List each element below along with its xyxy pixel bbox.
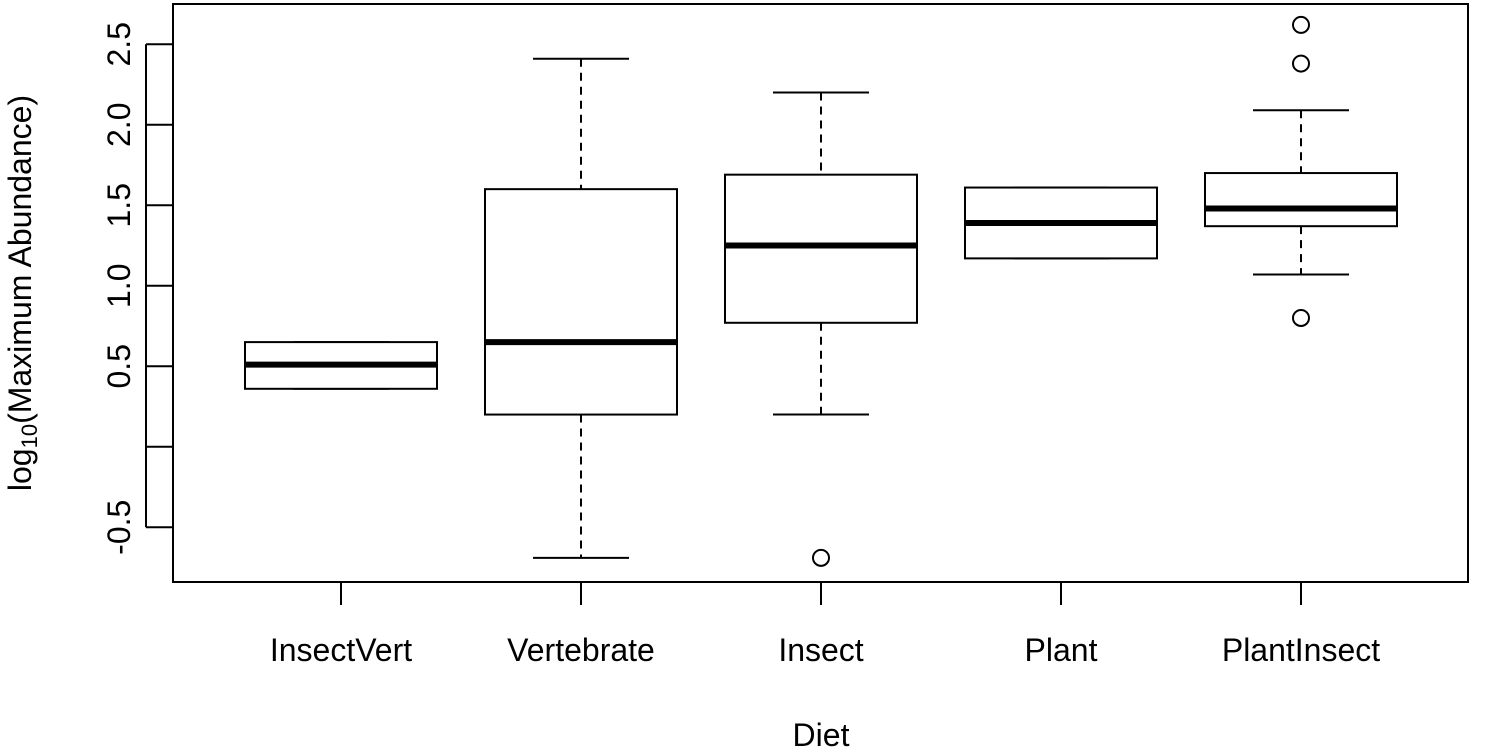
outlier-point [812,548,830,567]
x-tick-label: InsectVert [270,632,412,668]
y-axis: -0.5 0.5 1.0 1.5 2.0 2.5 [101,22,173,555]
iqr-box [484,188,678,416]
x-tick-label: Plant [1025,632,1098,668]
y-tick-label: 2.0 [101,103,137,147]
box-insect [724,91,918,567]
y-axis-title-prefix: log [2,448,38,491]
y-axis-title: log10(Maximum Abundance) [2,95,42,491]
chart-marks [244,15,1398,567]
box-plant [964,186,1158,260]
y-axis-title-suffix: (Maximum Abundance) [2,95,38,424]
outlier-point [1292,308,1310,327]
y-tick-label: 2.5 [101,22,137,66]
y-tick-label: 0.5 [101,344,137,388]
iqr-box [724,173,918,324]
outlier-point [1292,54,1310,73]
y-tick-label: -0.5 [101,500,137,555]
y-tick-label: 1.0 [101,264,137,308]
x-axis: InsectVert Vertebrate Insect Plant PlantInse… [270,582,1380,668]
y-axis-title-subscript: 10 [17,424,42,448]
box-insectvert [244,341,438,390]
box-vertebrate [484,57,678,559]
outlier-point [1292,15,1310,34]
x-tick-label: PlantInsect [1222,632,1380,668]
x-tick-label: Insect [778,632,863,668]
y-tick-label: 1.5 [101,183,137,227]
box-plantinsect [1204,15,1398,327]
iqr-box [1204,172,1398,228]
x-axis-title: Diet [793,717,850,753]
x-tick-label: Vertebrate [507,632,655,668]
